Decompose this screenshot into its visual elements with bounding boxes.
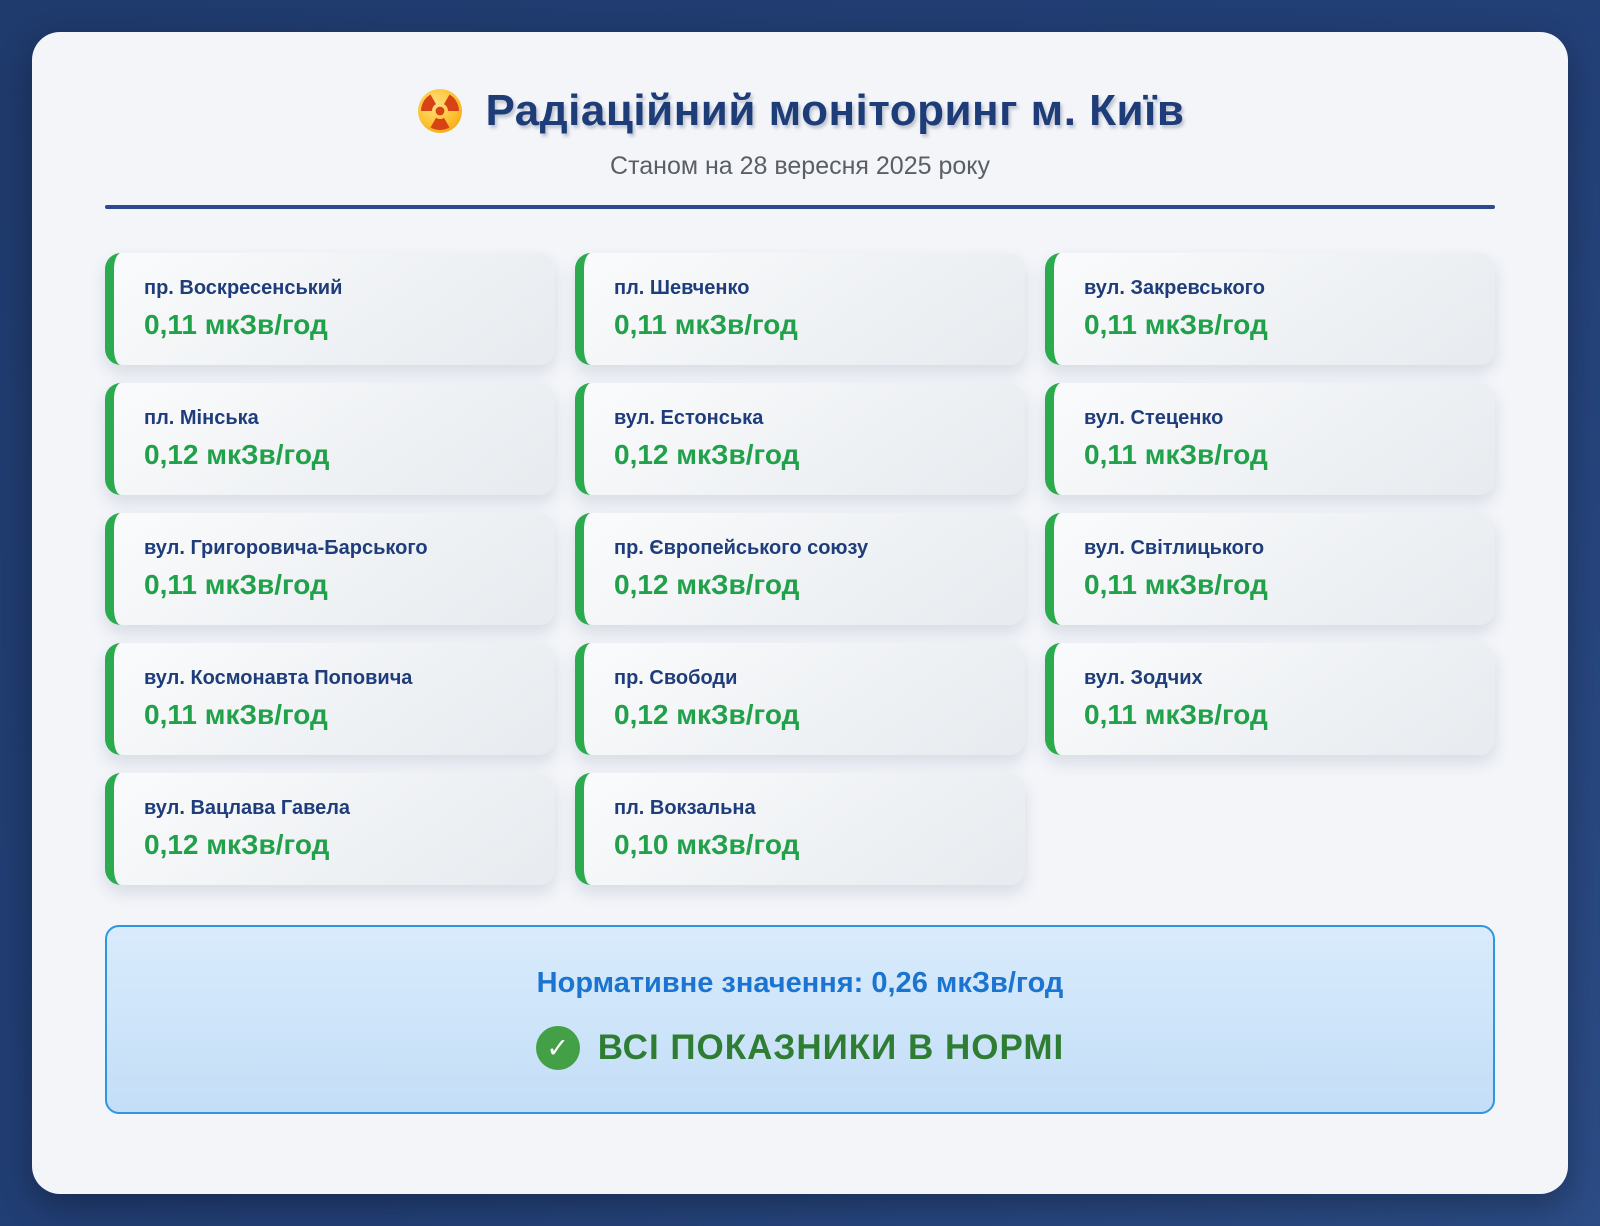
station-card: вул. Космонавта Поповича 0,11 мкЗв/год bbox=[105, 643, 555, 755]
station-name: вул. Вацлава Гавела bbox=[144, 797, 351, 819]
station-name: вул. Закревського bbox=[1084, 277, 1265, 299]
stations-grid: пр. Воскресенський 0,11 мкЗв/год пл. Шев… bbox=[105, 253, 1495, 885]
station-card: вул. Григоровича-Барського 0,11 мкЗв/год bbox=[105, 513, 555, 625]
station-value: 0,11 мкЗв/год bbox=[144, 569, 328, 600]
station-card: пл. Мінська 0,12 мкЗв/год bbox=[105, 383, 555, 495]
station-value: 0,11 мкЗв/год bbox=[144, 309, 328, 340]
station-value: 0,12 мкЗв/год bbox=[144, 439, 330, 470]
station-value: 0,11 мкЗв/год bbox=[144, 699, 328, 730]
page-background: { "header": { "title": "Радіаційний моні… bbox=[0, 32, 1600, 1226]
summary-panel: Нормативне значення: 0,26 мкЗв/год ✓ ВСІ… bbox=[105, 925, 1495, 1114]
station-card: пр. Європейського союзу 0,12 мкЗв/год bbox=[575, 513, 1025, 625]
station-card: вул. Вацлава Гавела 0,12 мкЗв/год bbox=[105, 773, 555, 885]
station-value: 0,12 мкЗв/год bbox=[614, 439, 800, 470]
station-name: вул. Естонська bbox=[614, 407, 764, 429]
station-card: вул. Естонська 0,12 мкЗв/год bbox=[575, 383, 1025, 495]
station-name: вул. Стеценко bbox=[1084, 407, 1224, 429]
station-value: 0,11 мкЗв/год bbox=[1084, 439, 1268, 470]
station-card: вул. Закревського 0,11 мкЗв/год bbox=[1045, 253, 1495, 365]
station-value: 0,11 мкЗв/год bbox=[1084, 569, 1268, 600]
station-value: 0,12 мкЗв/год bbox=[614, 569, 800, 600]
station-name: вул. Григоровича-Барського bbox=[144, 537, 428, 559]
station-name: пр. Свободи bbox=[614, 667, 738, 689]
station-card: пр. Воскресенський 0,11 мкЗв/год bbox=[105, 253, 555, 365]
station-card: вул. Стеценко 0,11 мкЗв/год bbox=[1045, 383, 1495, 495]
check-icon: ✓ bbox=[535, 1026, 580, 1070]
station-value: 0,12 мкЗв/год bbox=[144, 829, 330, 860]
page-subtitle: Станом на 28 вересня 2025 року bbox=[610, 152, 990, 180]
station-name: вул. Зодчих bbox=[1084, 667, 1203, 689]
station-value: 0,11 мкЗв/год bbox=[614, 309, 798, 340]
station-value: 0,11 мкЗв/год bbox=[1084, 309, 1268, 340]
dashboard-card: Радіаційний моніторинг м. Київ Станом на… bbox=[32, 32, 1568, 1194]
station-card: пл. Вокзальна 0,10 мкЗв/год bbox=[575, 773, 1025, 885]
status-text: ВСІ ПОКАЗНИКИ В НОРМІ bbox=[597, 1028, 1065, 1067]
station-name: вул. Космонавта Поповича bbox=[144, 667, 413, 689]
station-card: пр. Свободи 0,12 мкЗв/год bbox=[575, 643, 1025, 755]
station-card: вул. Світлицького 0,11 мкЗв/год bbox=[1045, 513, 1495, 625]
station-name: пр. Європейського союзу bbox=[614, 537, 869, 559]
station-value: 0,11 мкЗв/год bbox=[1084, 699, 1268, 730]
page-title: Радіаційний моніторинг м. Київ bbox=[485, 86, 1185, 135]
station-value: 0,12 мкЗв/год bbox=[614, 699, 800, 730]
station-name: пр. Воскресенський bbox=[144, 277, 343, 299]
header: Радіаційний моніторинг м. Київ bbox=[105, 86, 1495, 136]
status-row: ✓ ВСІ ПОКАЗНИКИ В НОРМІ bbox=[137, 1026, 1463, 1070]
station-card: пл. Шевченко 0,11 мкЗв/год bbox=[575, 253, 1025, 365]
divider bbox=[105, 205, 1495, 209]
station-name: пл. Вокзальна bbox=[614, 797, 756, 819]
station-name: вул. Світлицького bbox=[1084, 537, 1265, 559]
station-name: пл. Мінська bbox=[144, 407, 259, 429]
station-card: вул. Зодчих 0,11 мкЗв/год bbox=[1045, 643, 1495, 755]
station-value: 0,10 мкЗв/год bbox=[614, 829, 800, 860]
radiation-icon bbox=[417, 89, 462, 133]
norm-value-text: Нормативне значення: 0,26 мкЗв/год bbox=[536, 967, 1064, 999]
station-name: пл. Шевченко bbox=[614, 277, 750, 299]
